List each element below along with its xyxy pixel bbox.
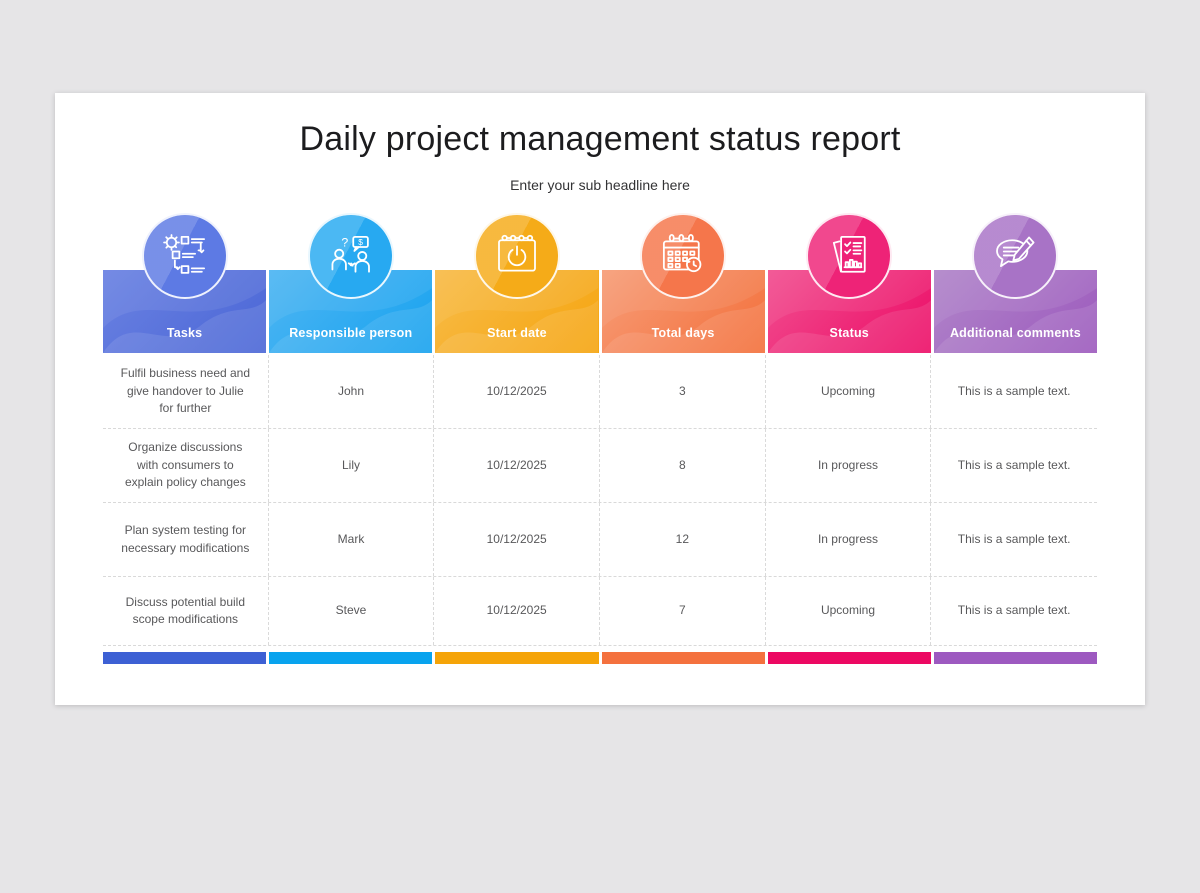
cell-person: Lily <box>269 429 435 502</box>
column-header-label: Additional comments <box>949 326 1081 340</box>
cell-total-days: 3 <box>600 355 766 428</box>
table-row: Discuss potential build scope modificati… <box>103 577 1097 646</box>
status-icon <box>822 229 876 283</box>
column-header-label: Status <box>829 326 869 340</box>
column-header-label: Total days <box>651 326 715 340</box>
cell-task: Organize discussions with consumers to e… <box>103 429 269 502</box>
cell-status: In progress <box>766 429 932 502</box>
cell-total-days: 7 <box>600 577 766 645</box>
column-header-total-days: Total days <box>601 213 765 353</box>
column-accent-bars <box>103 652 1097 664</box>
column-icon-circle <box>972 213 1059 299</box>
cell-start-date: 10/12/2025 <box>434 355 600 428</box>
cell-person: Mark <box>269 503 435 576</box>
cell-task: Discuss potential build scope modificati… <box>103 577 269 645</box>
column-icon-circle <box>141 213 228 299</box>
tasks-icon <box>158 229 212 283</box>
column-header-status: Status <box>767 213 931 353</box>
accent-bar-responsible-person <box>269 652 433 664</box>
column-icon-circle <box>806 213 893 299</box>
accent-bar-tasks <box>103 652 267 664</box>
cell-task: Plan system testing for necessary modifi… <box>103 503 269 576</box>
cell-status: Upcoming <box>766 577 932 645</box>
cell-status: In progress <box>766 503 932 576</box>
cell-total-days: 12 <box>600 503 766 576</box>
cell-comment: This is a sample text. <box>957 531 1071 546</box>
column-icon-circle <box>473 213 560 299</box>
cell-status: Upcoming <box>766 355 932 428</box>
cell-person: Steve <box>269 577 435 645</box>
table-header-row: Tasks $ ? Responsible person St <box>103 213 1097 353</box>
responsible-person-icon: $ ? <box>324 229 378 283</box>
column-header-start-date: Start date <box>435 213 599 353</box>
cell-start-date: 10/12/2025 <box>434 577 600 645</box>
cell-task: Fulfil business need and give handover t… <box>103 355 269 428</box>
cell-comment: This is a sample text. <box>957 457 1071 472</box>
cell-total-days: 8 <box>600 429 766 502</box>
page-subtitle: Enter your sub headline here <box>510 177 690 193</box>
svg-text:$: $ <box>358 237 363 247</box>
accent-bar-status <box>767 652 931 664</box>
accent-bar-additional-comments <box>933 652 1097 664</box>
svg-text:?: ? <box>341 235 348 249</box>
comments-icon <box>988 229 1042 283</box>
column-header-tasks: Tasks <box>103 213 267 353</box>
cell-comment: This is a sample text. <box>957 603 1071 618</box>
cell-comment: This is a sample text. <box>957 383 1071 398</box>
column-header-label: Tasks <box>166 326 203 340</box>
column-header-label: Responsible person <box>289 326 413 340</box>
table-row: Plan system testing for necessary modifi… <box>103 503 1097 577</box>
column-header-responsible-person: $ ? Responsible person <box>269 213 433 353</box>
column-header-label: Start date <box>487 326 547 340</box>
column-header-additional-comments: Additional comments <box>933 213 1097 353</box>
accent-bar-start-date <box>435 652 599 664</box>
total-days-icon <box>656 229 710 283</box>
table-body: Fulfil business need and give handover t… <box>103 355 1097 646</box>
table-row: Organize discussions with consumers to e… <box>103 429 1097 503</box>
page-title: Daily project management status report <box>299 120 901 158</box>
start-date-icon <box>490 229 544 283</box>
accent-bar-total-days <box>601 652 765 664</box>
slide-card: Daily project management status report E… <box>55 93 1145 705</box>
cell-person: John <box>269 355 435 428</box>
table-row: Fulfil business need and give handover t… <box>103 355 1097 429</box>
column-icon-circle: $ ? <box>307 213 394 299</box>
column-icon-circle <box>640 213 727 299</box>
cell-start-date: 10/12/2025 <box>434 429 600 502</box>
status-report-table: Tasks $ ? Responsible person St <box>103 213 1097 664</box>
cell-start-date: 10/12/2025 <box>434 503 600 576</box>
